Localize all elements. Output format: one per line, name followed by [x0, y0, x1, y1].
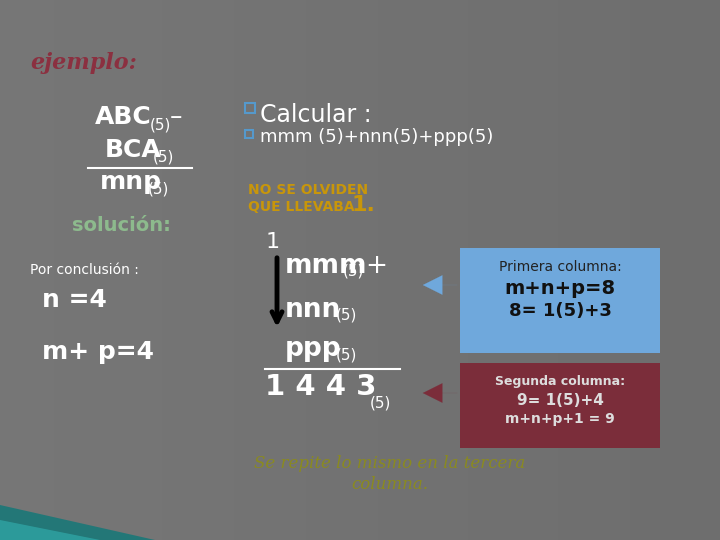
Bar	[630, 0, 648, 540]
Bar	[245, 103, 255, 113]
Text: 1: 1	[266, 232, 280, 252]
Text: Se repite lo mismo en la tercera: Se repite lo mismo en la tercera	[254, 455, 526, 472]
Bar	[288, 0, 306, 540]
Text: Segunda columna:: Segunda columna:	[495, 375, 625, 388]
Text: n =4: n =4	[42, 288, 107, 312]
Bar	[216, 0, 234, 540]
Bar	[198, 0, 216, 540]
Bar	[594, 0, 612, 540]
Bar	[450, 0, 468, 540]
Bar	[54, 0, 72, 540]
Bar	[396, 0, 414, 540]
Bar	[180, 0, 198, 540]
Text: (5): (5)	[150, 117, 171, 132]
Text: NO SE OLVIDEN: NO SE OLVIDEN	[248, 183, 368, 197]
Text: (5): (5)	[153, 150, 174, 165]
Polygon shape	[0, 520, 100, 540]
Bar	[72, 0, 90, 540]
Bar	[306, 0, 324, 540]
Text: (5): (5)	[336, 347, 357, 362]
Bar	[126, 0, 144, 540]
Text: nnn: nnn	[285, 297, 341, 323]
FancyBboxPatch shape	[460, 248, 660, 353]
Bar	[576, 0, 594, 540]
Bar	[90, 0, 108, 540]
Text: mmm: mmm	[285, 253, 367, 279]
Bar	[270, 0, 288, 540]
Bar	[378, 0, 396, 540]
Text: ppp: ppp	[285, 336, 341, 362]
Text: columna.: columna.	[351, 476, 428, 493]
Text: m+n+p+1 = 9: m+n+p+1 = 9	[505, 412, 615, 426]
Text: Por conclusión :: Por conclusión :	[30, 263, 139, 277]
Text: m+n+p=8: m+n+p=8	[505, 279, 616, 298]
Text: m+ p=4: m+ p=4	[42, 340, 154, 364]
Text: (5): (5)	[148, 182, 169, 197]
Text: +: +	[365, 253, 387, 279]
Text: –: –	[170, 105, 182, 129]
Bar	[684, 0, 702, 540]
Text: QUE LLEVABA: QUE LLEVABA	[248, 200, 359, 214]
Text: 1.: 1.	[352, 195, 376, 215]
Text: ejemplo:: ejemplo:	[30, 52, 137, 74]
Bar	[324, 0, 342, 540]
Text: 8= 1(5)+3: 8= 1(5)+3	[508, 302, 611, 320]
Bar	[144, 0, 162, 540]
Bar	[486, 0, 504, 540]
Bar	[0, 0, 18, 540]
Text: 1 4 4 3: 1 4 4 3	[265, 373, 377, 401]
Bar	[18, 0, 36, 540]
Text: (5): (5)	[370, 395, 392, 410]
Bar	[432, 0, 450, 540]
Text: (5): (5)	[336, 308, 357, 323]
Text: mmm (5)+nnn(5)+ppp(5): mmm (5)+nnn(5)+ppp(5)	[260, 128, 493, 146]
Bar	[522, 0, 540, 540]
Bar	[234, 0, 252, 540]
Bar	[558, 0, 576, 540]
Bar	[414, 0, 432, 540]
Bar	[504, 0, 522, 540]
Bar	[162, 0, 180, 540]
Bar	[666, 0, 684, 540]
Text: Calcular :: Calcular :	[260, 103, 372, 127]
Text: BCA: BCA	[105, 138, 162, 162]
Bar	[540, 0, 558, 540]
Bar	[468, 0, 486, 540]
Bar	[702, 0, 720, 540]
Bar	[342, 0, 360, 540]
Text: solución:: solución:	[72, 216, 171, 235]
Bar	[360, 0, 378, 540]
Text: Primera columna:: Primera columna:	[499, 260, 621, 274]
Polygon shape	[0, 505, 155, 540]
Bar	[252, 0, 270, 540]
FancyBboxPatch shape	[460, 363, 660, 448]
Bar	[612, 0, 630, 540]
Text: ABC: ABC	[95, 105, 152, 129]
Text: (5): (5)	[343, 264, 364, 279]
Bar	[648, 0, 666, 540]
Text: 9= 1(5)+4: 9= 1(5)+4	[516, 393, 603, 408]
Bar	[108, 0, 126, 540]
Text: mnp: mnp	[100, 170, 162, 194]
Bar	[245, 130, 253, 138]
Bar	[36, 0, 54, 540]
